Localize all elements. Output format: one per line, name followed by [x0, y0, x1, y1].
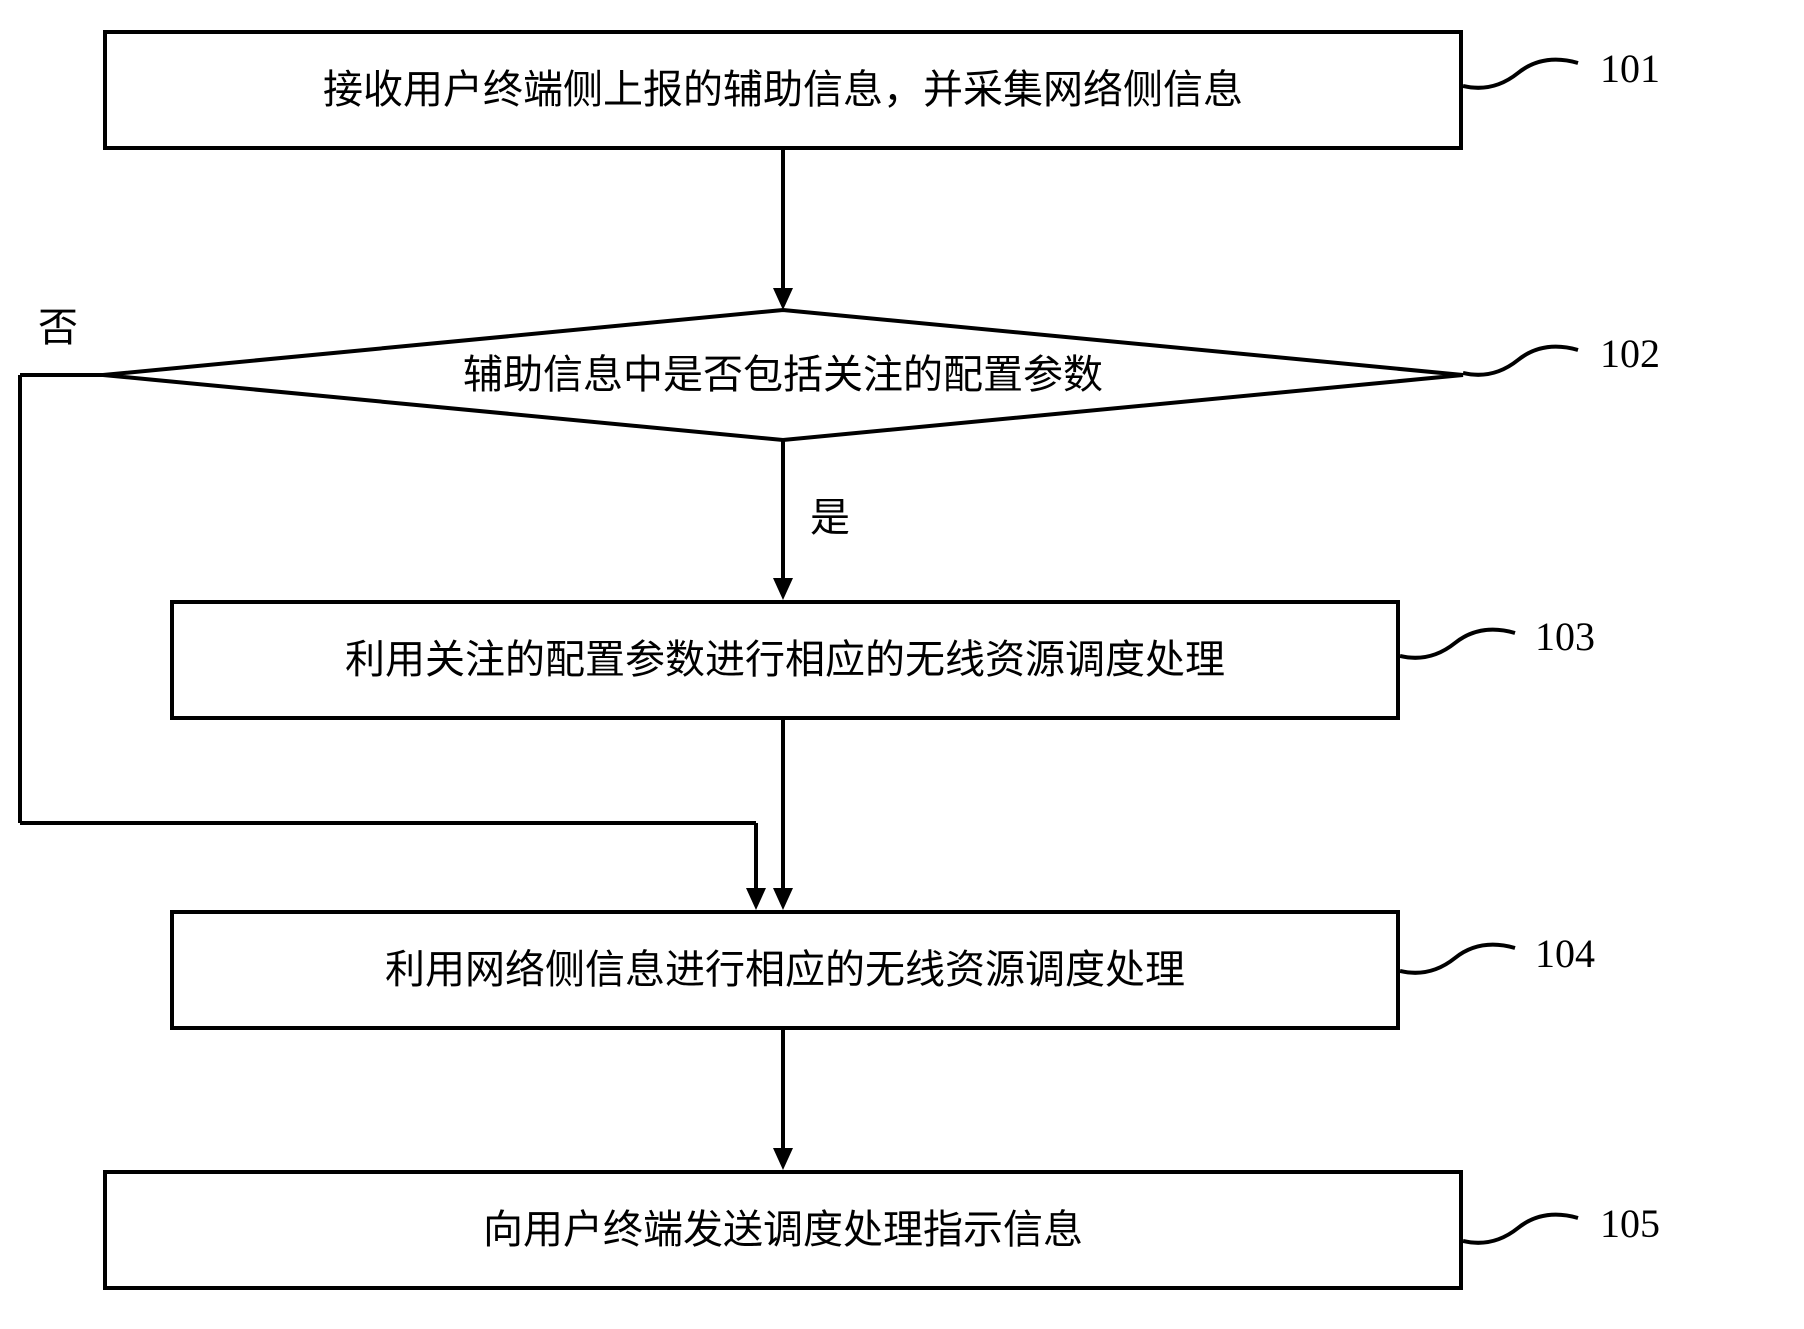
- edge-label-yes: 是: [810, 485, 850, 543]
- ref-curve-102: [1463, 325, 1583, 385]
- edge-102-104-elbow: [18, 373, 178, 913]
- ref-curve-105: [1463, 1193, 1583, 1253]
- step-104-text: 利用网络侧信息进行相应的无线资源调度处理: [365, 942, 1205, 998]
- ref-label-101: 101: [1600, 45, 1660, 92]
- step-104: 利用网络侧信息进行相应的无线资源调度处理: [170, 910, 1400, 1030]
- step-105: 向用户终端发送调度处理指示信息: [103, 1170, 1463, 1290]
- step-105-text: 向用户终端发送调度处理指示信息: [463, 1202, 1103, 1258]
- ref-curve-101: [1463, 38, 1583, 98]
- edge-102-103: [770, 440, 800, 600]
- flowchart-container: 接收用户终端侧上报的辅助信息，并采集网络侧信息 101 辅助信息中是否包括关注的…: [0, 0, 1804, 1329]
- edge-label-no: 否: [38, 295, 78, 353]
- edge-103-104: [770, 720, 800, 910]
- ref-label-104: 104: [1535, 930, 1595, 977]
- step-103: 利用关注的配置参数进行相应的无线资源调度处理: [170, 600, 1400, 720]
- edge-101-102: [770, 150, 800, 310]
- ref-label-102: 102: [1600, 330, 1660, 377]
- ref-curve-104: [1400, 923, 1520, 983]
- ref-curve-103: [1400, 608, 1520, 668]
- step-102-text: 辅助信息中是否包括关注的配置参数: [443, 347, 1123, 403]
- step-102: 辅助信息中是否包括关注的配置参数: [103, 310, 1463, 440]
- ref-label-103: 103: [1535, 613, 1595, 660]
- edge-104-105: [770, 1030, 800, 1170]
- step-103-text: 利用关注的配置参数进行相应的无线资源调度处理: [325, 632, 1245, 688]
- step-101: 接收用户终端侧上报的辅助信息，并采集网络侧信息: [103, 30, 1463, 150]
- ref-label-105: 105: [1600, 1200, 1660, 1247]
- step-101-text: 接收用户终端侧上报的辅助信息，并采集网络侧信息: [303, 62, 1263, 118]
